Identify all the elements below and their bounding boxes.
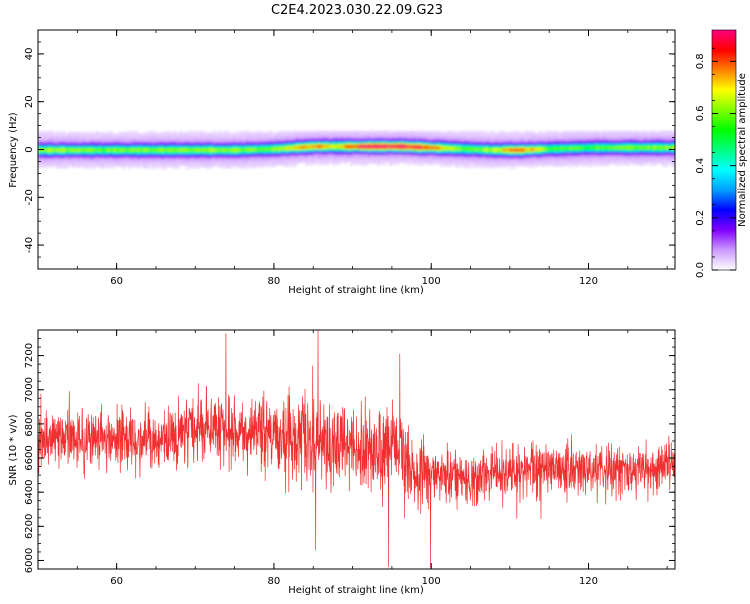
spectrogram-y-label: Frequency (Hz): [8, 112, 19, 188]
snr-y-tick-label: 7000: [24, 377, 35, 402]
snr-y-tick-label: 6800: [24, 411, 35, 436]
spectrogram-heatmap: [38, 131, 678, 170]
colorbar-tick-label: 0.6: [695, 106, 706, 122]
snr-y-tick-label: 6000: [24, 548, 35, 573]
colorbar: 0.0 0.2 0.4 0.6 0.8 Normalized spectral ampl…: [695, 30, 748, 278]
snr-x-tick-label: 100: [422, 576, 441, 587]
colorbar-tick-label: 0.4: [695, 158, 706, 174]
snr-x-tick-label: 120: [579, 576, 598, 587]
spectrogram-y-tick-label: -40: [24, 237, 35, 253]
spectrogram-x-tick-label: 120: [579, 276, 598, 287]
snr-x-tick-label: 80: [268, 576, 281, 587]
colorbar-label: Normalized spectral amplitude: [737, 73, 748, 227]
figure-title: C2E4.2023.030.22.09.G23: [271, 3, 443, 18]
spectrogram-x-tick-label: 100: [422, 276, 441, 287]
spectrogram-y-tick-label: -20: [24, 189, 35, 205]
spectrogram-panel: 60 80 100 120 -40 -20 0 20 40 Height of straigh…: [8, 30, 678, 296]
colorbar-tick-label: 0.2: [695, 210, 706, 226]
snr-x-tick-label: 60: [110, 576, 123, 587]
spectrogram-y-tick-label: 40: [24, 48, 35, 61]
spectrogram-x-tick-label: 80: [268, 276, 281, 287]
snr-y-tick-label: 6400: [24, 479, 35, 504]
colorbar-tick-label: 0.0: [695, 262, 706, 278]
snr-x-label: Height of straight line (km): [288, 585, 424, 596]
spectrogram-y-tick-label: 20: [24, 95, 35, 108]
spectrogram-x-tick-label: 60: [110, 276, 123, 287]
snr-y-label: SNR (10 * v/v): [8, 414, 19, 485]
snr-y-tick-label: 6200: [24, 514, 35, 539]
spectrogram-y-tick-label: 0: [24, 146, 35, 152]
snr-y-tick-label: 7200: [24, 343, 35, 368]
spectrogram-x-label: Height of straight line (km): [288, 285, 424, 296]
colorbar-tick-label: 0.8: [695, 53, 706, 69]
snr-y-tick-label: 6600: [24, 445, 35, 470]
colorbar-gradient: [712, 30, 736, 270]
